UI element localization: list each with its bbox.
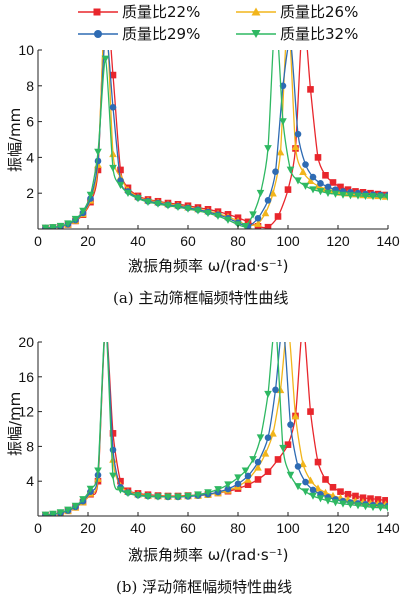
- y-tick-label: 10: [18, 42, 34, 58]
- x-tick-label: 0: [34, 520, 42, 536]
- chart-a-xlabel: 激振角频率 ω/(rad·s⁻¹): [128, 257, 288, 275]
- x-tick-label: 40: [130, 233, 146, 249]
- data-point: [272, 387, 279, 394]
- chart-a: 0 20 40 60 80 100 120 140 2 4 6 8 10 振幅/mm 激振角频率 ω/(…: [6, 0, 400, 307]
- data-point: [264, 145, 272, 152]
- x-tick-label: 140: [376, 520, 400, 536]
- x-tick-label: 80: [230, 520, 246, 536]
- data-point: [264, 391, 272, 398]
- legend-item-32: 质量比32%: [236, 25, 358, 43]
- chart-a-ylabel: 振幅/mm: [6, 108, 24, 172]
- data-point: [317, 180, 324, 187]
- data-point: [255, 476, 262, 483]
- data-point: [322, 172, 329, 179]
- x-tick-label: 20: [80, 233, 96, 249]
- x-tick-label: 80: [230, 233, 246, 249]
- data-point: [224, 217, 232, 224]
- chart-b-caption: (b) 浮动筛框幅频特性曲线: [116, 578, 292, 596]
- data-point: [325, 184, 332, 191]
- y-tick-label: 16: [18, 369, 34, 385]
- data-point: [310, 487, 317, 494]
- data-point: [302, 488, 310, 495]
- data-point: [307, 408, 314, 415]
- x-tick-label: 60: [180, 233, 196, 249]
- data-point: [257, 190, 265, 197]
- data-point: [265, 197, 272, 204]
- data-point: [299, 168, 307, 175]
- data-point: [322, 476, 329, 483]
- x-tick-label: 40: [130, 520, 146, 536]
- data-point: [287, 472, 295, 479]
- chart-b-ylabel: 振幅/mm: [6, 392, 24, 456]
- y-tick-label: 8: [26, 438, 34, 454]
- legend-label-22: 质量比22%: [122, 3, 200, 21]
- data-point: [295, 131, 302, 138]
- data-point: [109, 150, 117, 157]
- data-point: [287, 421, 294, 428]
- y-tick-label: 8: [26, 78, 34, 94]
- x-tick-label: 120: [326, 520, 350, 536]
- chart-b: 0 20 40 60 80 100 120 140 4 8 12 16 20 振幅/mm 激振角频率 ω…: [6, 324, 400, 596]
- series-质量比32%: [42, 14, 392, 232]
- data-point: [330, 484, 337, 491]
- series-质量比29%: [42, 32, 391, 232]
- data-point: [310, 174, 317, 181]
- legend: 质量比22% 质量比26% 质量比29% 质量比32%: [78, 3, 358, 43]
- y-tick-label: 6: [26, 114, 34, 130]
- data-point: [309, 493, 317, 500]
- data-point: [302, 479, 309, 486]
- data-point: [255, 215, 262, 222]
- legend-label-29: 质量比29%: [122, 25, 200, 43]
- data-point: [117, 167, 124, 174]
- y-tick-label: 20: [18, 334, 34, 350]
- data-point: [307, 86, 314, 93]
- x-tick-label: 100: [276, 520, 300, 536]
- legend-item-22: 质量比22%: [78, 3, 200, 21]
- legend-label-26: 质量比26%: [280, 3, 358, 21]
- chart-b-series: [42, 324, 392, 519]
- data-point: [265, 468, 272, 475]
- chart-a-caption: (a) 主动筛框幅频特性曲线: [113, 289, 288, 307]
- data-point: [275, 213, 282, 220]
- data-point: [265, 224, 272, 231]
- data-point: [255, 459, 262, 466]
- data-point: [265, 434, 272, 441]
- legend-label-32: 质量比32%: [280, 25, 358, 43]
- x-tick-label: 60: [180, 520, 196, 536]
- data-point: [257, 434, 265, 441]
- x-tick-label: 140: [376, 233, 400, 249]
- x-tick-label: 100: [276, 233, 300, 249]
- x-tick-label: 0: [34, 233, 42, 249]
- series-line: [46, 14, 389, 228]
- y-tick-label: 4: [26, 149, 34, 165]
- data-point: [285, 186, 292, 193]
- data-point: [330, 179, 337, 186]
- data-point: [95, 158, 102, 165]
- legend-item-26: 质量比26%: [236, 3, 358, 21]
- y-tick-label: 4: [26, 473, 34, 489]
- data-point: [302, 161, 309, 168]
- chart-b-xlabel: 激振角频率 ω/(rad·s⁻¹): [128, 546, 288, 564]
- data-point: [302, 183, 310, 190]
- x-tick-label: 120: [326, 233, 350, 249]
- y-tick-label: 2: [26, 185, 34, 201]
- data-point: [275, 456, 282, 463]
- data-point: [272, 168, 279, 175]
- data-point: [110, 104, 117, 111]
- data-point: [295, 463, 302, 470]
- data-point: [285, 441, 292, 448]
- x-tick-label: 20: [80, 520, 96, 536]
- series-line: [46, 32, 389, 228]
- data-point: [315, 154, 322, 161]
- data-point: [315, 459, 322, 466]
- legend-item-29: 质量比29%: [78, 25, 200, 43]
- data-point: [110, 447, 117, 454]
- data-point: [94, 149, 102, 156]
